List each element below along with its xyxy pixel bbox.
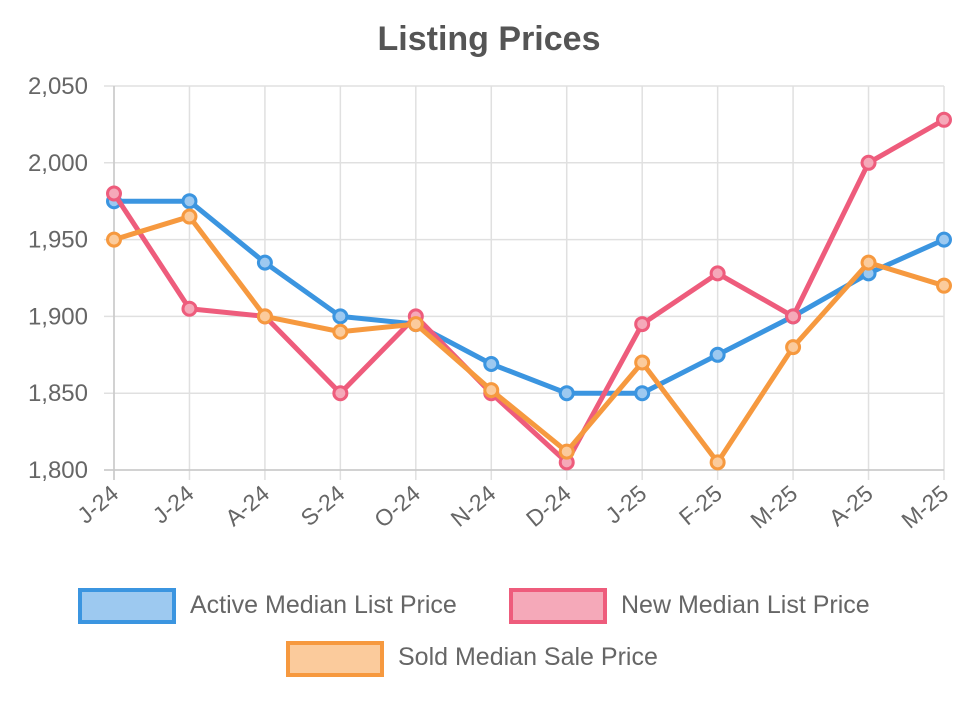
series-line (111, 117, 947, 465)
data-point[interactable] (634, 316, 651, 333)
y-tick-label: 2,000 (28, 150, 88, 177)
series-line (111, 198, 947, 396)
legend-swatch (78, 588, 176, 624)
x-tick-label: A-25 (824, 480, 878, 531)
legend-label: New Median List Price (621, 591, 870, 619)
data-point[interactable] (106, 185, 122, 202)
data-point[interactable] (181, 300, 198, 317)
data-point[interactable] (936, 277, 952, 294)
legend-label: Sold Median Sale Price (398, 643, 658, 671)
data-point[interactable] (181, 193, 198, 210)
data-point[interactable] (860, 254, 877, 271)
data-point[interactable] (860, 154, 877, 171)
x-tick-label: O-24 (369, 480, 425, 533)
legend-swatch (509, 588, 607, 624)
x-tick-label: A-24 (220, 480, 274, 531)
series-3 (106, 208, 952, 471)
series-2 (106, 111, 952, 471)
x-tick-label: F-25 (674, 480, 727, 530)
series-1 (106, 193, 952, 402)
x-tick-label: N-24 (446, 480, 501, 532)
data-point[interactable] (332, 308, 349, 325)
data-point[interactable] (483, 382, 500, 399)
chart-title: Listing Prices (378, 20, 601, 58)
y-tick-label: 2,050 (28, 73, 88, 100)
y-tick-label: 1,850 (28, 380, 88, 407)
x-tick-label: J-25 (600, 480, 651, 529)
x-tick-label: D-24 (521, 480, 576, 532)
data-point[interactable] (936, 111, 952, 128)
data-point[interactable] (709, 454, 726, 471)
data-point[interactable] (256, 254, 273, 271)
y-tick-label: 1,900 (28, 303, 88, 330)
legend-swatch (286, 641, 384, 677)
x-tick-label: M-25 (896, 480, 953, 534)
data-point[interactable] (407, 316, 424, 333)
series-line (111, 214, 947, 465)
legend-item[interactable]: New Median List Price (509, 588, 870, 624)
legend-label: Active Median List Price (190, 591, 457, 619)
y-axis-ticks: 1,800 1,850 1,900 1,950 2,000 2,050 (28, 73, 88, 484)
data-point[interactable] (332, 385, 349, 402)
x-tick-label: M-25 (745, 480, 802, 534)
y-tick-label: 1,800 (28, 457, 88, 484)
data-point[interactable] (785, 339, 802, 356)
data-point[interactable] (785, 308, 802, 325)
series-lines (106, 111, 952, 471)
legend: Active Median List Price New Median List … (78, 588, 870, 677)
legend-item[interactable]: Active Median List Price (78, 588, 457, 624)
x-tick-label: S-24 (296, 480, 350, 531)
data-point[interactable] (558, 385, 575, 402)
x-axis-ticks: J-24 J-24 A-24 S-24 O-24 N-24 D-24 J-25 F-25 M-25… (72, 480, 953, 534)
data-point[interactable] (558, 443, 575, 460)
data-point[interactable] (709, 265, 726, 282)
data-point[interactable] (256, 308, 273, 325)
data-point[interactable] (709, 346, 726, 363)
x-tick-label: J-24 (148, 480, 199, 529)
data-point[interactable] (332, 323, 349, 340)
legend-item[interactable]: Sold Median Sale Price (286, 641, 658, 677)
data-point[interactable] (106, 231, 122, 248)
x-tick-label: J-24 (72, 480, 123, 529)
y-tick-label: 1,950 (28, 227, 88, 254)
data-point[interactable] (181, 208, 198, 225)
data-point[interactable] (936, 231, 952, 248)
data-point[interactable] (634, 354, 651, 371)
data-point[interactable] (483, 356, 500, 373)
data-point[interactable] (634, 385, 651, 402)
